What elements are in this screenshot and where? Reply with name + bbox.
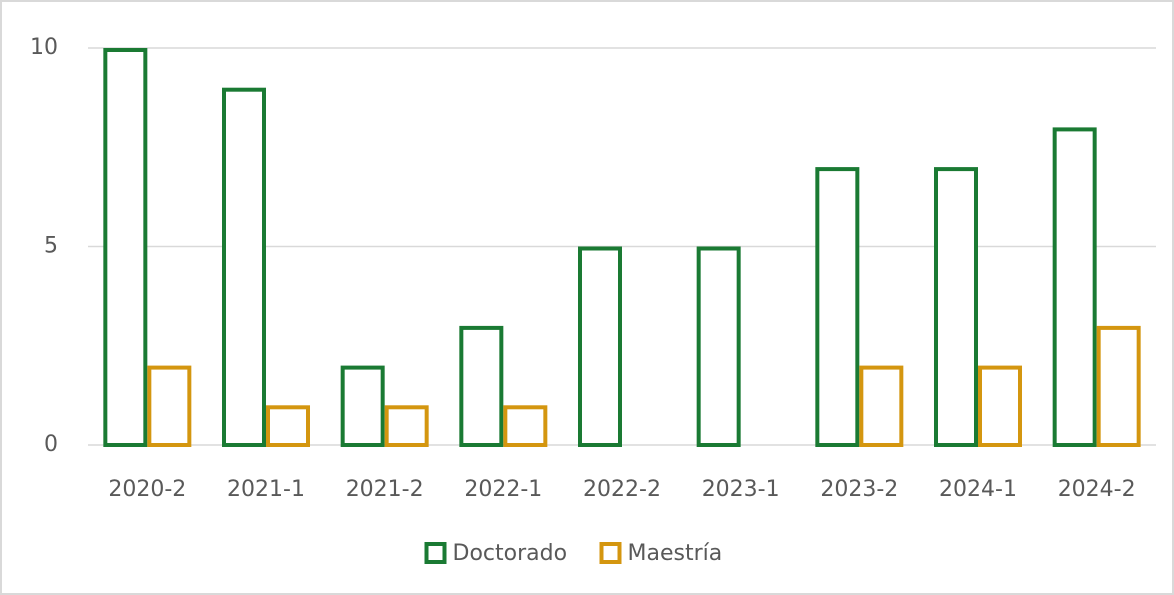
x-tick-label: 2021-2 [346,477,424,502]
bar [503,405,548,447]
x-tick-label: 2021-1 [227,477,305,502]
x-tick-label: 2024-2 [1058,477,1136,502]
bar [384,405,429,447]
x-tick-label: 2024-1 [939,477,1017,502]
y-tick-label: 5 [44,234,58,259]
bar [459,325,504,447]
legend-label: Doctorado [453,541,568,566]
x-tick-label: 2023-2 [820,477,898,502]
bar [578,246,622,447]
x-tick-label: 2022-2 [583,477,661,502]
legend-label: Maestría [628,541,723,566]
bar [340,365,385,448]
bar [934,167,978,447]
y-tick-label: 10 [30,35,58,60]
bar [266,405,310,447]
bar [1052,127,1097,447]
legend-swatch [599,542,622,564]
bar [696,246,741,447]
bar [978,365,1022,448]
bar [815,167,860,447]
legend-swatch [424,542,447,564]
bar [147,365,192,448]
bar [1096,325,1141,447]
x-tick-label: 2023-1 [702,477,780,502]
bar [222,87,266,447]
y-tick-label: 0 [44,432,58,457]
x-tick-label: 2020-2 [108,477,186,502]
x-tick-label: 2022-1 [464,477,542,502]
bar [103,48,148,447]
bar [859,365,904,448]
